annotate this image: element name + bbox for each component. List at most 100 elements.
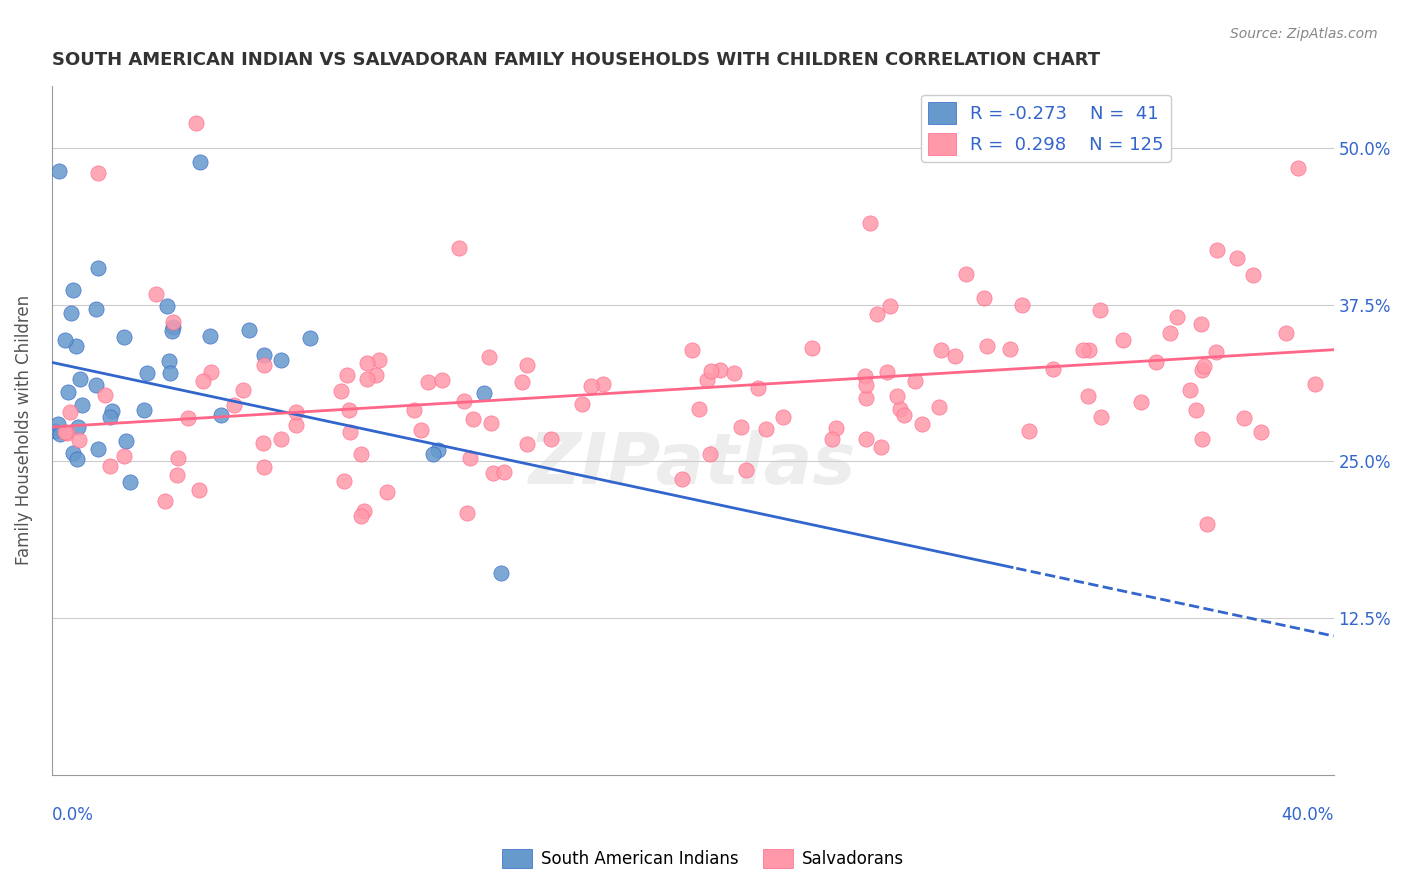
Salvadorans bbox=[889, 402, 911, 417]
Salvadorans bbox=[973, 291, 995, 305]
Salvadorans bbox=[166, 451, 188, 466]
Salvadorans bbox=[187, 483, 209, 497]
Salvadorans bbox=[330, 384, 353, 398]
Salvadorans bbox=[356, 371, 378, 385]
Legend: South American Indians, Salvadorans: South American Indians, Salvadorans bbox=[496, 842, 910, 875]
Salvadorans bbox=[571, 397, 593, 411]
Salvadorans bbox=[402, 403, 425, 417]
Salvadorans bbox=[337, 402, 360, 417]
Salvadorans bbox=[1191, 432, 1213, 446]
Salvadorans bbox=[700, 364, 723, 378]
Salvadorans bbox=[688, 402, 710, 417]
Salvadorans bbox=[943, 349, 966, 363]
Salvadorans bbox=[460, 451, 482, 466]
Salvadorans bbox=[1185, 402, 1208, 417]
South American Indians bbox=[115, 434, 138, 448]
Salvadorans bbox=[1274, 326, 1296, 341]
Salvadorans bbox=[94, 388, 117, 402]
South American Indians bbox=[84, 378, 107, 392]
Salvadorans bbox=[478, 350, 501, 364]
Salvadorans bbox=[510, 375, 533, 389]
Salvadorans bbox=[98, 458, 121, 473]
Salvadorans bbox=[592, 376, 614, 391]
South American Indians bbox=[44, 424, 66, 438]
Salvadorans bbox=[1178, 383, 1201, 397]
Salvadorans bbox=[364, 368, 387, 383]
Salvadorans bbox=[270, 433, 292, 447]
Salvadorans bbox=[1071, 343, 1094, 358]
Salvadorans bbox=[866, 307, 889, 321]
Salvadorans bbox=[222, 398, 245, 412]
Salvadorans bbox=[1195, 516, 1218, 531]
Salvadorans bbox=[463, 411, 485, 425]
Salvadorans bbox=[353, 504, 375, 518]
Salvadorans bbox=[904, 374, 927, 388]
Salvadorans bbox=[976, 339, 998, 353]
Salvadorans bbox=[1077, 343, 1099, 357]
Salvadorans bbox=[1159, 326, 1181, 340]
Salvadorans bbox=[176, 411, 198, 425]
Salvadorans bbox=[886, 389, 908, 403]
Salvadorans bbox=[191, 374, 214, 388]
Salvadorans bbox=[200, 366, 222, 380]
Salvadorans bbox=[416, 376, 439, 390]
Salvadorans bbox=[492, 465, 515, 479]
Salvadorans bbox=[516, 358, 538, 372]
South American Indians bbox=[160, 324, 183, 338]
Salvadorans bbox=[232, 384, 254, 398]
Salvadorans bbox=[336, 368, 359, 383]
South American Indians bbox=[298, 331, 321, 345]
South American Indians bbox=[58, 384, 80, 399]
Salvadorans bbox=[162, 315, 184, 329]
Salvadorans bbox=[350, 446, 373, 460]
Salvadorans bbox=[755, 422, 778, 436]
Salvadorans bbox=[1011, 298, 1033, 312]
Salvadorans bbox=[1090, 302, 1112, 317]
South American Indians bbox=[162, 319, 184, 334]
Salvadorans bbox=[1144, 355, 1167, 369]
Salvadorans bbox=[411, 423, 433, 437]
Salvadorans bbox=[879, 299, 901, 313]
Salvadorans bbox=[350, 508, 373, 523]
South American Indians bbox=[112, 330, 135, 344]
Salvadorans bbox=[285, 405, 308, 419]
Salvadorans bbox=[855, 432, 877, 446]
Salvadorans bbox=[356, 356, 378, 370]
Salvadorans bbox=[1250, 425, 1272, 440]
Salvadorans bbox=[772, 409, 794, 424]
South American Indians bbox=[156, 299, 179, 313]
Salvadorans bbox=[184, 116, 207, 130]
Legend: R = -0.273    N =  41, R =  0.298    N = 125: R = -0.273 N = 41, R = 0.298 N = 125 bbox=[921, 95, 1171, 162]
South American Indians bbox=[87, 442, 110, 456]
Salvadorans bbox=[870, 440, 893, 454]
Salvadorans bbox=[709, 363, 731, 377]
Salvadorans bbox=[1241, 268, 1264, 283]
Salvadorans bbox=[855, 378, 877, 392]
Salvadorans bbox=[375, 485, 398, 500]
Salvadorans bbox=[1205, 243, 1227, 257]
Salvadorans bbox=[928, 400, 950, 414]
Y-axis label: Family Households with Children: Family Households with Children bbox=[15, 295, 32, 566]
South American Indians bbox=[72, 398, 94, 412]
Salvadorans bbox=[1205, 345, 1227, 359]
Salvadorans bbox=[820, 432, 842, 446]
South American Indians bbox=[134, 403, 156, 417]
Salvadorans bbox=[145, 286, 167, 301]
South American Indians bbox=[49, 426, 72, 441]
Text: SOUTH AMERICAN INDIAN VS SALVADORAN FAMILY HOUSEHOLDS WITH CHILDREN CORRELATION : SOUTH AMERICAN INDIAN VS SALVADORAN FAMI… bbox=[52, 51, 1099, 69]
Salvadorans bbox=[1303, 376, 1326, 391]
South American Indians bbox=[66, 452, 89, 467]
Salvadorans bbox=[671, 472, 693, 486]
Salvadorans bbox=[998, 342, 1021, 356]
Salvadorans bbox=[855, 392, 877, 406]
Salvadorans bbox=[285, 418, 308, 433]
Salvadorans bbox=[1191, 363, 1213, 377]
Salvadorans bbox=[579, 379, 602, 393]
South American Indians bbox=[62, 283, 84, 297]
Salvadorans bbox=[853, 369, 876, 384]
South American Indians bbox=[87, 261, 110, 276]
Text: 0.0%: 0.0% bbox=[52, 805, 94, 823]
South American Indians bbox=[53, 333, 76, 347]
Salvadorans bbox=[876, 365, 898, 379]
Salvadorans bbox=[929, 343, 952, 357]
